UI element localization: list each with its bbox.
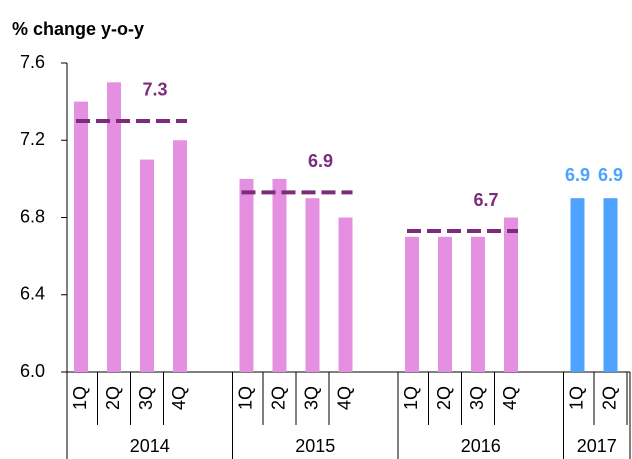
- x-tick-label: 3Q: [467, 386, 487, 410]
- bar: [140, 159, 154, 372]
- bar: [239, 178, 254, 372]
- x-tick-label: 2Q: [434, 386, 454, 410]
- y-tick-label: 7.2: [20, 129, 45, 149]
- y-tick-label: 7.6: [20, 52, 45, 72]
- x-tick-label: 3Q: [136, 386, 156, 410]
- x-tick-label: 1Q: [566, 386, 586, 410]
- x-tick-label: 4Q: [334, 386, 354, 410]
- y-tick-label: 6.4: [20, 284, 45, 304]
- bar: [405, 236, 419, 372]
- average-label: 7.3: [142, 80, 167, 100]
- bar: [272, 178, 287, 372]
- year-label: 2016: [461, 436, 501, 456]
- bar: [504, 217, 518, 372]
- bar: [471, 236, 485, 372]
- y-tick-label: 6.0: [20, 361, 45, 381]
- bar: [305, 198, 320, 372]
- x-tick-label: 2Q: [103, 386, 123, 410]
- bar: [570, 198, 585, 372]
- bar: [173, 140, 187, 372]
- x-tick-label: 3Q: [301, 386, 321, 410]
- bar: [338, 217, 353, 372]
- year-label: 2014: [130, 436, 170, 456]
- x-tick-label: 2Q: [268, 386, 288, 410]
- x-tick-label: 1Q: [235, 386, 255, 410]
- y-axis-label: % change y-o-y: [12, 19, 144, 39]
- x-tick-label: 1Q: [401, 386, 421, 410]
- bar: [603, 198, 618, 372]
- y-tick-label: 6.8: [20, 206, 45, 226]
- bar: [107, 82, 121, 372]
- bar: [438, 236, 452, 372]
- x-tick-label: 4Q: [169, 386, 189, 410]
- bar: [74, 101, 88, 372]
- x-tick-label: 4Q: [500, 386, 520, 410]
- value-label: 6.9: [565, 165, 590, 185]
- year-label: 2017: [577, 436, 617, 456]
- year-label: 2015: [295, 436, 335, 456]
- x-tick-label: 1Q: [70, 386, 90, 410]
- average-label: 6.9: [308, 151, 333, 171]
- x-tick-label: 2Q: [599, 386, 619, 410]
- value-label: 6.9: [598, 165, 623, 185]
- average-label: 6.7: [473, 190, 498, 210]
